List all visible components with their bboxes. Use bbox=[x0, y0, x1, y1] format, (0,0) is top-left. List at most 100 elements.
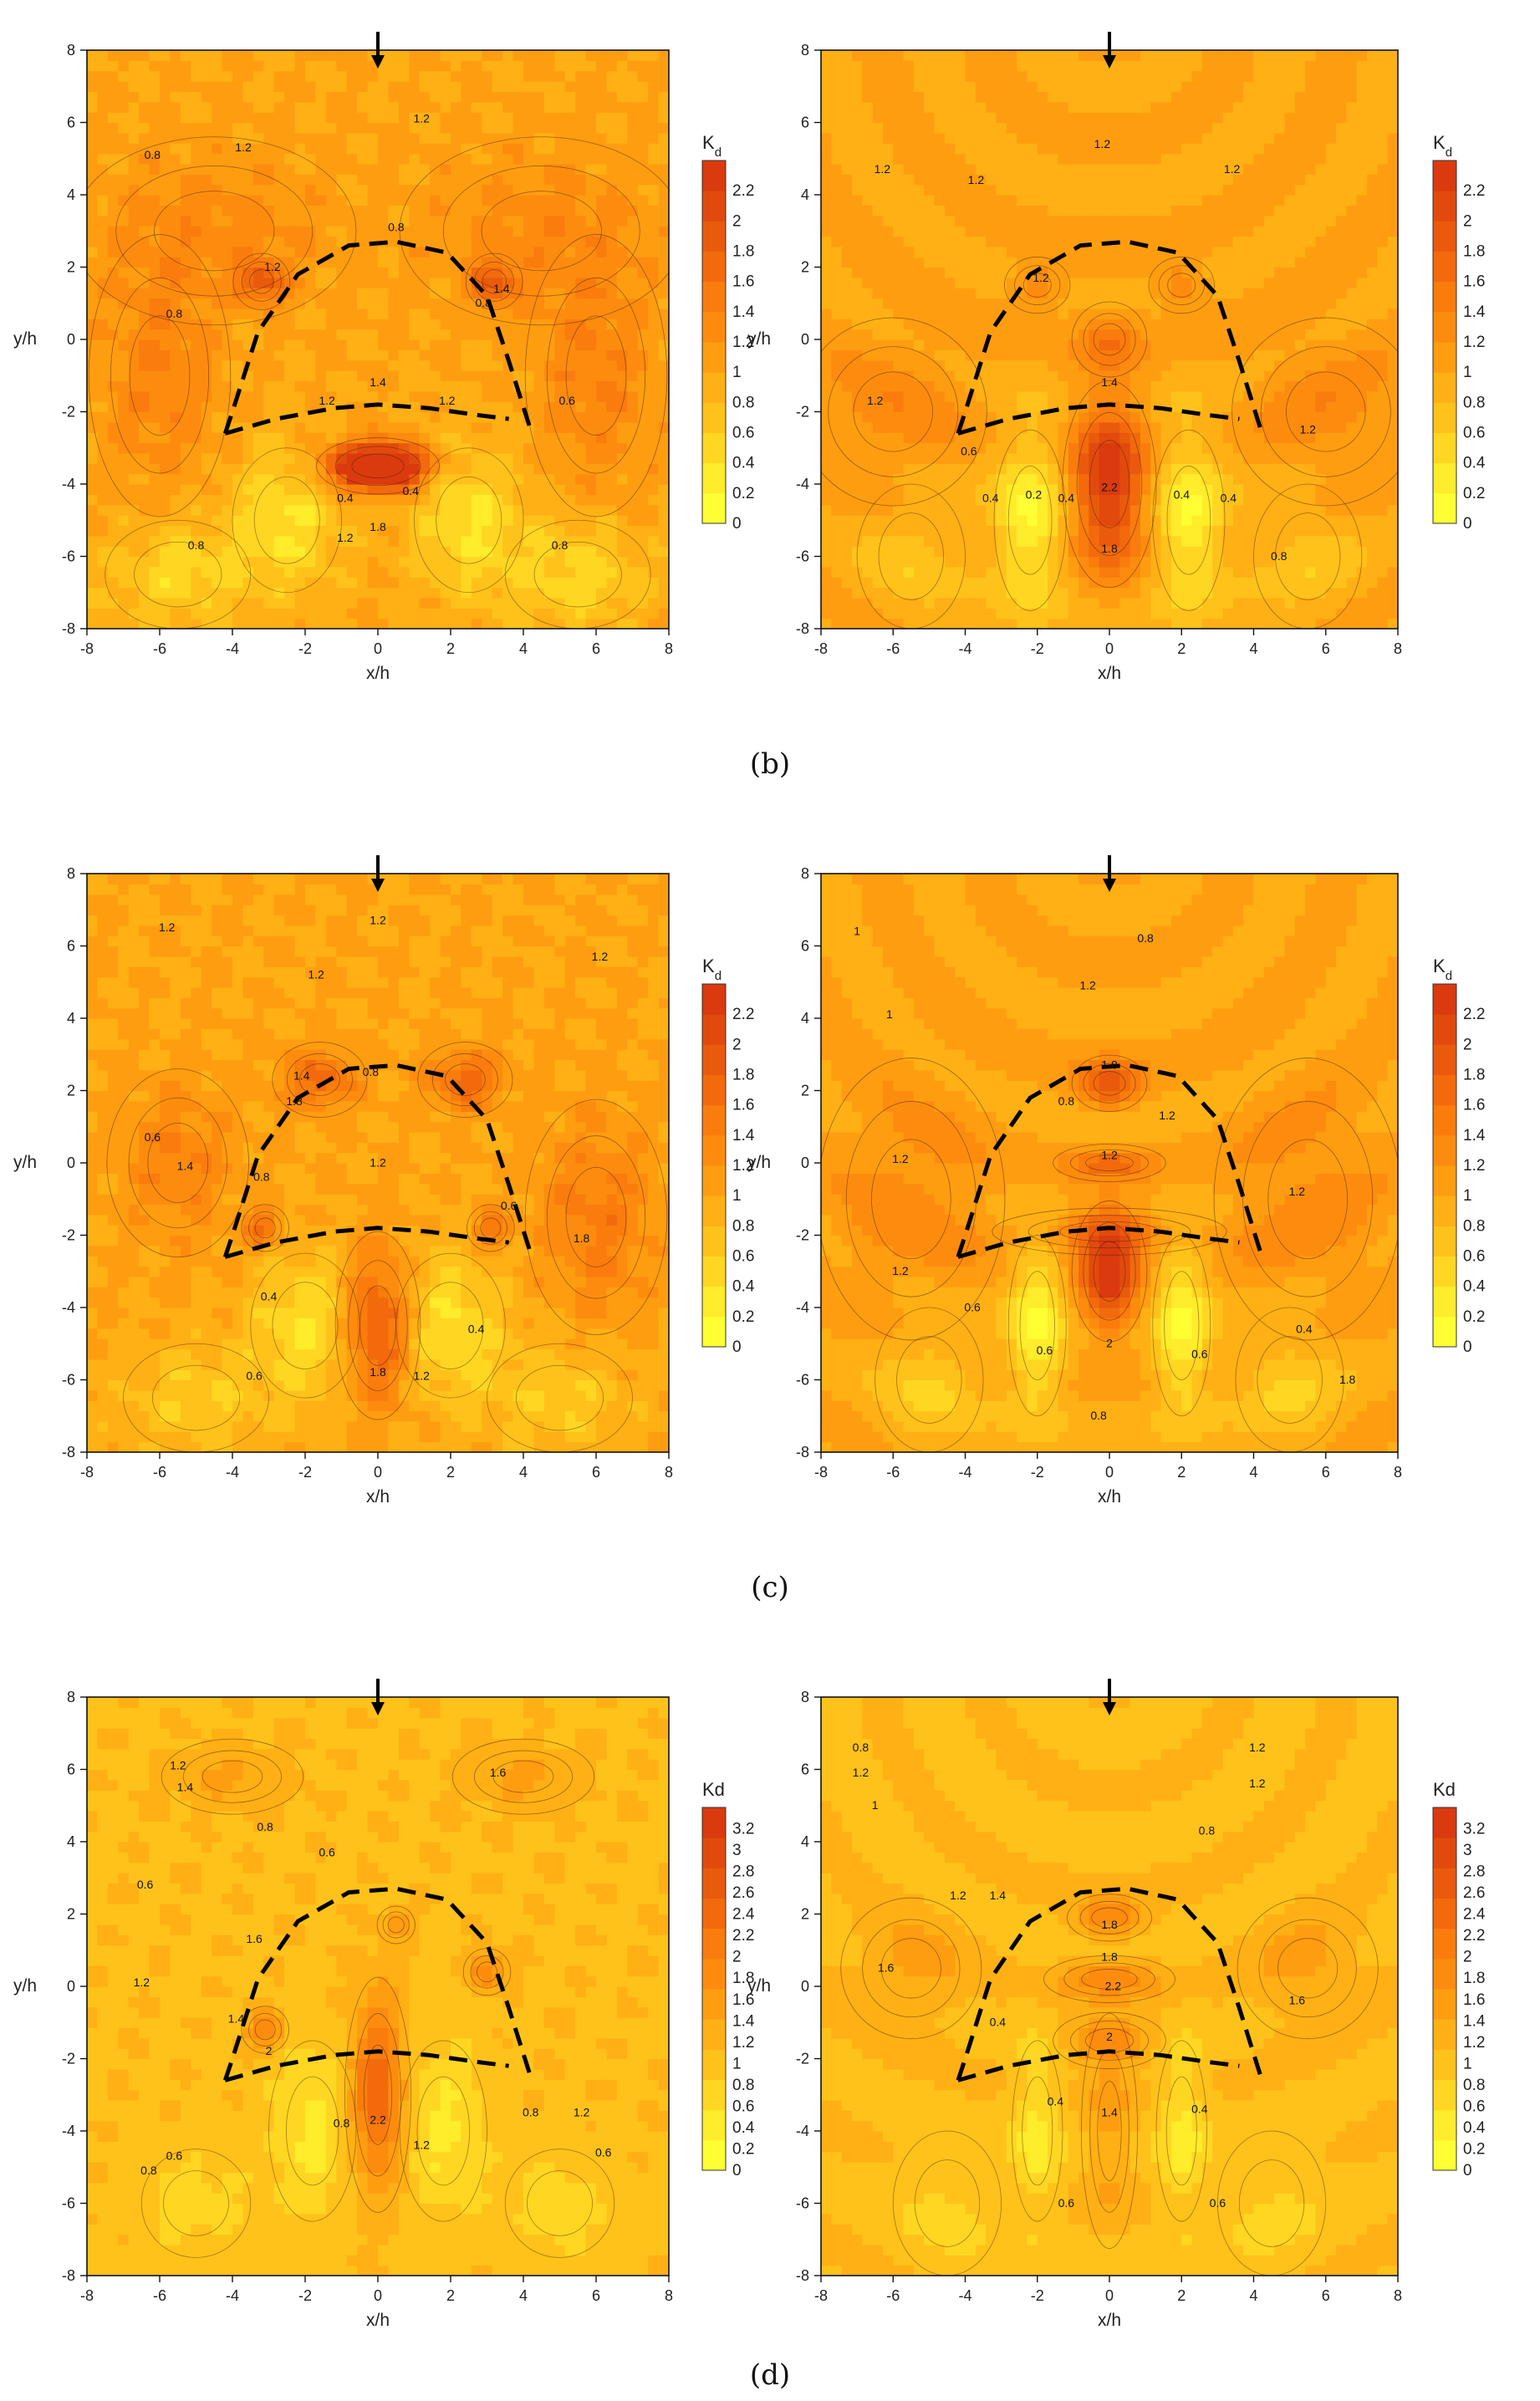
heatmap-cell bbox=[160, 246, 171, 257]
heatmap-cell bbox=[139, 608, 150, 619]
heatmap-cell bbox=[378, 153, 390, 165]
heatmap-cell bbox=[841, 60, 853, 72]
heatmap-cell bbox=[482, 246, 493, 257]
heatmap-cell bbox=[1027, 226, 1038, 237]
heatmap-cell bbox=[1079, 473, 1089, 485]
heatmap-cell bbox=[430, 349, 441, 361]
heatmap-cell bbox=[512, 174, 524, 186]
heatmap-cell bbox=[627, 267, 639, 278]
heatmap-cell bbox=[955, 122, 966, 134]
heatmap-cell bbox=[1089, 132, 1100, 144]
heatmap-cell bbox=[543, 277, 555, 288]
heatmap-cell bbox=[346, 566, 358, 578]
heatmap-cell bbox=[944, 329, 956, 340]
heatmap-cell bbox=[585, 494, 597, 506]
heatmap-cell bbox=[1058, 236, 1069, 247]
y-tick-label: -4 bbox=[62, 476, 75, 492]
heatmap-cell bbox=[1068, 226, 1079, 237]
heatmap-cell bbox=[606, 370, 618, 382]
heatmap-cell bbox=[232, 618, 244, 629]
heatmap-cell bbox=[471, 556, 482, 568]
heatmap-cell bbox=[893, 370, 905, 382]
heatmap-cell bbox=[284, 195, 296, 206]
heatmap-cell bbox=[1027, 91, 1038, 103]
heatmap-cell bbox=[346, 370, 358, 382]
heatmap-cell bbox=[430, 195, 441, 206]
heatmap-cell bbox=[913, 205, 925, 217]
heatmap-cell bbox=[170, 60, 181, 72]
heatmap-cell bbox=[212, 556, 223, 568]
contour-label: 1.4 bbox=[370, 375, 386, 389]
heatmap-cell bbox=[1048, 525, 1058, 537]
heatmap-cell bbox=[336, 618, 348, 629]
heatmap-cell bbox=[388, 215, 400, 227]
heatmap-cell bbox=[273, 452, 285, 464]
heatmap-cell bbox=[1048, 267, 1058, 278]
heatmap-cell bbox=[596, 163, 608, 175]
heatmap-cell bbox=[523, 143, 535, 155]
heatmap-cell bbox=[882, 494, 894, 506]
heatmap-cell bbox=[502, 195, 514, 206]
heatmap-cell bbox=[471, 70, 482, 82]
heatmap-cell bbox=[1068, 452, 1079, 464]
heatmap-cell bbox=[903, 525, 915, 537]
heatmap-cell bbox=[492, 618, 503, 629]
heatmap-cell bbox=[913, 525, 925, 537]
heatmap-cell bbox=[232, 70, 244, 82]
heatmap-cell bbox=[263, 566, 275, 578]
heatmap-cell bbox=[118, 577, 130, 589]
heatmap-cell bbox=[554, 587, 566, 599]
heatmap-cell bbox=[944, 101, 956, 113]
heatmap-cell bbox=[357, 112, 369, 124]
heatmap-cell bbox=[596, 91, 608, 103]
heatmap-cell bbox=[637, 329, 649, 340]
heatmap-cell bbox=[543, 215, 555, 227]
colorbar-segment bbox=[702, 221, 726, 228]
heatmap-cell bbox=[461, 298, 472, 309]
heatmap-cell bbox=[658, 380, 669, 392]
heatmap-cell bbox=[1048, 298, 1058, 309]
heatmap-cell bbox=[533, 112, 545, 124]
heatmap-cell bbox=[575, 494, 587, 506]
heatmap-cell bbox=[543, 597, 555, 609]
heatmap-cell bbox=[913, 390, 925, 402]
heatmap-cell bbox=[482, 515, 493, 527]
contour-label: 1.2 bbox=[337, 531, 354, 544]
heatmap-cell bbox=[222, 535, 233, 547]
heatmap-cell bbox=[409, 535, 421, 547]
heatmap-cell bbox=[87, 618, 99, 629]
heatmap-cell bbox=[409, 174, 421, 186]
heatmap-cell bbox=[893, 112, 905, 124]
y-tick-label: -2 bbox=[62, 404, 75, 421]
heatmap-cell bbox=[212, 153, 223, 165]
heatmap-cell bbox=[409, 226, 421, 237]
heatmap-cell bbox=[118, 122, 130, 134]
heatmap-cell bbox=[882, 587, 894, 599]
heatmap-cell bbox=[87, 359, 99, 371]
heatmap-cell bbox=[97, 143, 109, 155]
heatmap-cell bbox=[222, 566, 233, 578]
heatmap-cell bbox=[1006, 60, 1017, 72]
heatmap-cell bbox=[965, 463, 977, 475]
heatmap-cell bbox=[502, 298, 514, 309]
heatmap-cell bbox=[242, 205, 254, 217]
heatmap-cell bbox=[585, 195, 597, 206]
heatmap-cell bbox=[882, 267, 894, 278]
heatmap-cell bbox=[893, 515, 905, 527]
heatmap-cell bbox=[242, 421, 254, 433]
heatmap-cell bbox=[975, 143, 987, 155]
heatmap-cell bbox=[346, 267, 358, 278]
heatmap-cell bbox=[388, 122, 400, 134]
heatmap-cell bbox=[913, 349, 925, 361]
heatmap-cell bbox=[554, 246, 566, 257]
heatmap-cell bbox=[451, 587, 462, 599]
heatmap-cell bbox=[965, 267, 977, 278]
heatmap-cell bbox=[263, 504, 275, 516]
heatmap-cell bbox=[273, 277, 285, 288]
heatmap-cell bbox=[1119, 494, 1131, 506]
heatmap-cell bbox=[263, 546, 275, 558]
heatmap-cell bbox=[616, 132, 628, 144]
heatmap-cell bbox=[996, 484, 1007, 495]
heatmap-cell bbox=[357, 319, 369, 330]
heatmap-cell bbox=[821, 608, 832, 619]
